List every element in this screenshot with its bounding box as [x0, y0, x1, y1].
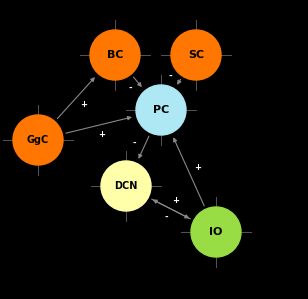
- Text: GgC: GgC: [27, 135, 49, 145]
- Text: +: +: [194, 163, 201, 172]
- Text: -: -: [164, 213, 168, 222]
- Text: -: -: [168, 72, 172, 81]
- Text: DCN: DCN: [114, 181, 138, 191]
- Text: BC: BC: [107, 50, 123, 60]
- Circle shape: [90, 30, 140, 80]
- Text: -: -: [128, 84, 132, 93]
- Text: PC: PC: [153, 105, 169, 115]
- Text: +: +: [98, 130, 105, 139]
- Text: +: +: [80, 100, 87, 109]
- Text: SC: SC: [188, 50, 204, 60]
- Circle shape: [13, 115, 63, 165]
- Circle shape: [191, 207, 241, 257]
- Circle shape: [136, 85, 186, 135]
- Text: IO: IO: [209, 227, 223, 237]
- Text: +: +: [172, 196, 180, 205]
- Circle shape: [171, 30, 221, 80]
- Text: -: -: [133, 139, 136, 148]
- Circle shape: [101, 161, 151, 211]
